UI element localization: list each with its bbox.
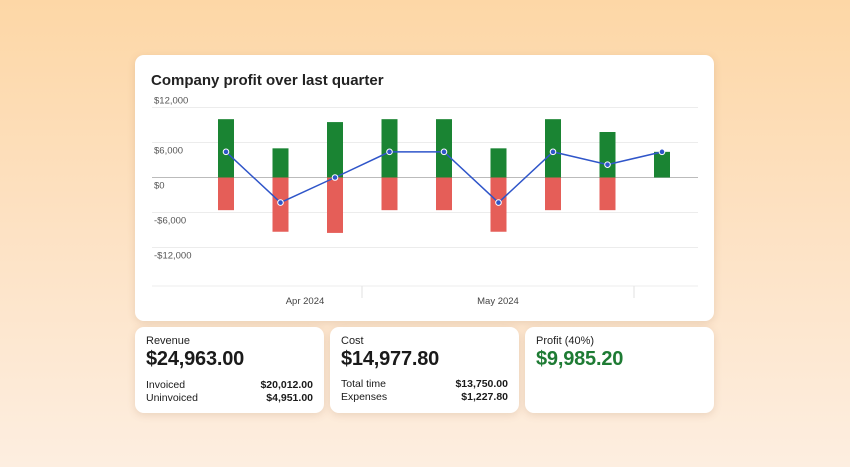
total-time-label: Total time (341, 378, 386, 390)
expenses-value: $1,227.80 (461, 391, 508, 403)
revenue-bar (599, 132, 616, 178)
y-tick-label: -$12,000 (154, 251, 192, 262)
x-tick-label: May 2024 (477, 296, 519, 307)
invoiced-row: Invoiced $20,012.00 (146, 379, 313, 391)
y-tick-label: $12,000 (154, 96, 188, 107)
revenue-bar (654, 151, 670, 178)
total-time-row: Total time $13,750.00 (341, 378, 508, 390)
cost-bar (436, 177, 452, 211)
y-tick-label: $0 (154, 181, 165, 192)
chart-card: $12,000 $6,000 $0 -$6,000 -$12,000 Apr 2024 Ma… (135, 55, 714, 321)
profit-point (331, 174, 339, 181)
expenses-label: Expenses (341, 391, 388, 403)
profit-value: $9,985.20 (536, 348, 624, 370)
cost-value: $14,977.80 (341, 348, 440, 370)
revenue-bar (436, 119, 452, 178)
total-time-value: $13,750.00 (455, 378, 508, 390)
invoiced-label: Invoiced (146, 379, 186, 391)
revenue-value: $24,963.00 (146, 348, 245, 370)
revenue-bar (545, 119, 561, 178)
profit-label: Profit (40%) (536, 335, 595, 347)
cost-bar (218, 177, 234, 211)
profit-point (440, 148, 448, 156)
profit-chart: $12,000 $6,000 $0 -$6,000 -$12,000 Apr 2024 Ma… (152, 96, 698, 307)
profit-point (386, 148, 393, 156)
uninvoiced-row: Uninvoiced $4,951.00 (146, 392, 313, 404)
cost-label: Cost (341, 335, 364, 347)
cost-bar (545, 177, 561, 211)
revenue-bar (327, 122, 343, 178)
revenue-bar (272, 148, 289, 178)
revenue-bar (490, 148, 507, 178)
uninvoiced-label: Uninvoiced (146, 392, 198, 404)
profit-point (277, 199, 284, 206)
y-tick-label: -$6,000 (154, 216, 186, 227)
profit-point (604, 161, 611, 168)
x-tick-label: Apr 2024 (286, 296, 325, 307)
invoiced-value: $20,012.00 (260, 379, 313, 391)
cost-bar (599, 177, 616, 211)
y-tick-label: $6,000 (154, 146, 183, 157)
revenue-label: Revenue (146, 335, 191, 347)
cost-card: Cost $14,977.80 Total time $13,750.00 Exp… (330, 327, 519, 413)
revenue-bar (381, 119, 398, 178)
revenue-card: Revenue $24,963.00 Invoiced $20,012.00 Un… (135, 327, 324, 413)
profit-point (549, 148, 557, 156)
cost-bar (327, 177, 343, 233)
profit-point (222, 148, 230, 156)
revenue-bar (218, 119, 234, 178)
expenses-row: Expenses $1,227.80 (341, 391, 508, 403)
profit-card: Profit (40%) $9,985.20 (525, 327, 714, 413)
profit-point (658, 148, 666, 156)
uninvoiced-value: $4,951.00 (266, 392, 313, 404)
chart-title: Company profit over last quarter (151, 72, 384, 89)
profit-point (495, 199, 502, 206)
cost-bar (381, 177, 398, 211)
